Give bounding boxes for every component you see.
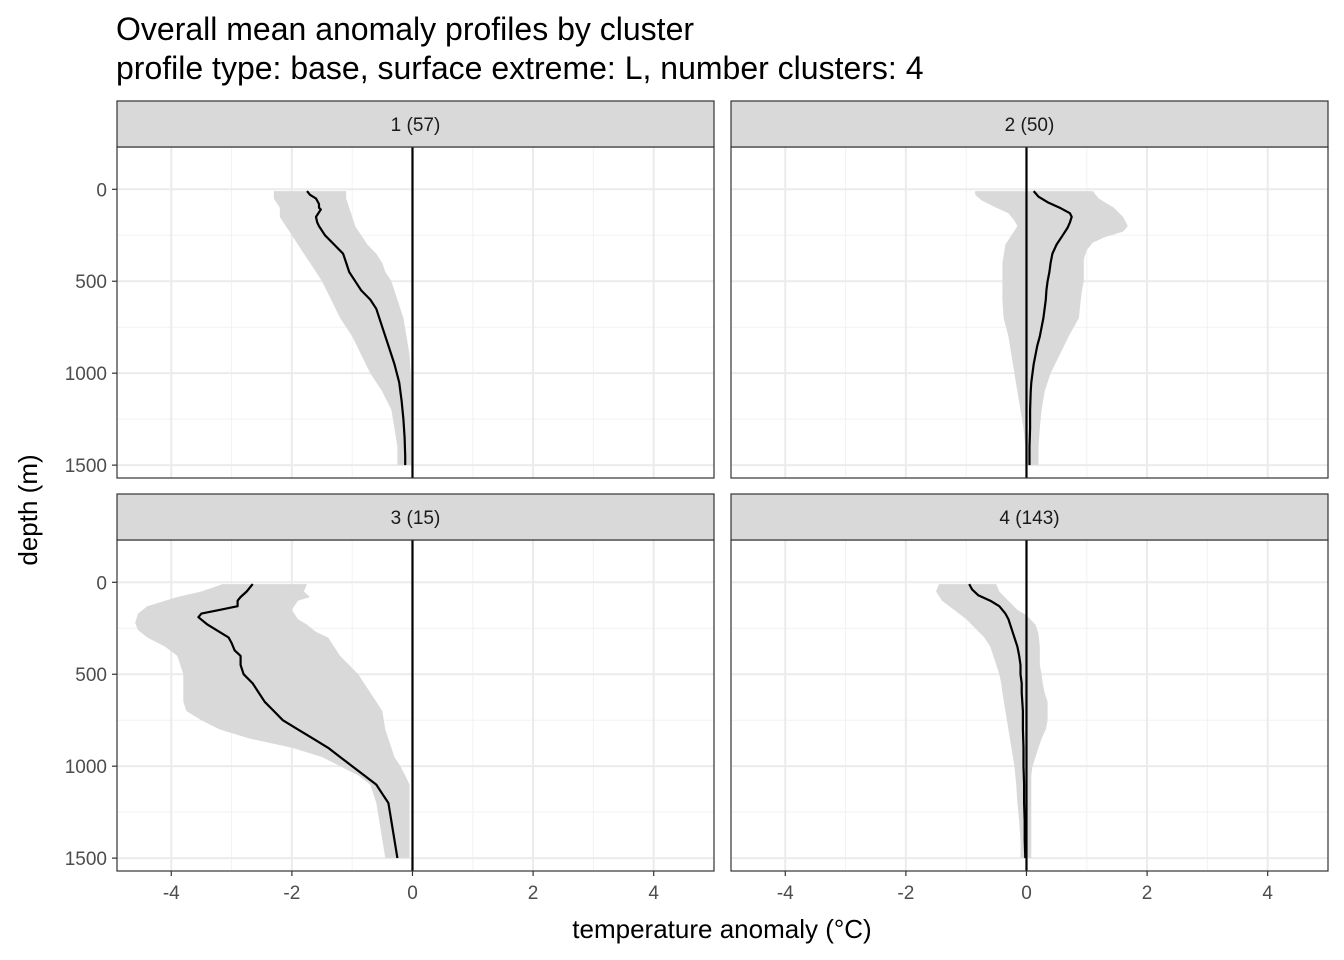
anomaly-ribbon <box>135 584 410 859</box>
facet-panel-2: 2 (50) <box>730 100 1329 479</box>
facet-strip <box>116 100 715 148</box>
x-tick-label: -4 <box>777 883 794 904</box>
y-tick-label: 1500 <box>65 456 107 477</box>
anomaly-ribbon <box>273 191 412 466</box>
x-tick-label: -2 <box>283 883 300 904</box>
mean-profile-line <box>968 583 1027 859</box>
facet-panels: 1 (57) 0 500 1000 1500 2 (50) 3 (15) 0 500 1000 15… <box>65 100 1329 904</box>
mean-profile-line <box>1028 190 1073 466</box>
x-tick-label: 0 <box>407 883 418 904</box>
y-tick-label: 0 <box>96 573 107 594</box>
x-tick-label: -2 <box>897 883 914 904</box>
x-tick-label: -4 <box>163 883 180 904</box>
facet-strip-label: 4 (143) <box>999 508 1059 529</box>
x-tick-label: 4 <box>1262 883 1273 904</box>
anomaly-ribbon <box>936 584 1048 859</box>
anomaly-ribbon <box>975 191 1128 466</box>
x-tick-label: 4 <box>648 883 659 904</box>
y-tick-label: 1500 <box>65 849 107 870</box>
y-tick-label: 500 <box>75 665 107 686</box>
y-tick-label: 1000 <box>65 757 107 778</box>
facet-strip <box>730 493 1329 541</box>
facet-strip-label: 2 (50) <box>1005 115 1055 136</box>
chart-title: Overall mean anomaly profiles by cluster <box>116 11 694 47</box>
facet-strip-label: 1 (57) <box>391 115 441 136</box>
y-axis-title: depth (m) <box>13 454 43 565</box>
y-tick-label: 500 <box>75 272 107 293</box>
x-tick-label: 2 <box>528 883 539 904</box>
facet-panel-3: 3 (15) 0 500 1000 1500 -4 -2 0 2 4 <box>65 493 715 904</box>
mean-profile-line <box>197 583 399 859</box>
x-tick-label: 2 <box>1142 883 1153 904</box>
panel-background <box>117 147 714 478</box>
facet-strip <box>730 100 1329 148</box>
facet-strip <box>116 493 715 541</box>
facet-strip-label: 3 (15) <box>391 508 441 529</box>
chart-subtitle: profile type: base, surface extreme: L, … <box>116 50 923 86</box>
facet-panel-1: 1 (57) 0 500 1000 1500 <box>65 100 715 479</box>
facet-panel-4: 4 (143) -4 -2 0 2 4 <box>730 493 1329 904</box>
x-tick-label: 0 <box>1021 883 1032 904</box>
y-tick-label: 1000 <box>65 364 107 385</box>
mean-profile-line <box>306 190 407 466</box>
x-axis-title: temperature anomaly (°C) <box>572 914 871 944</box>
y-tick-label: 0 <box>96 180 107 201</box>
